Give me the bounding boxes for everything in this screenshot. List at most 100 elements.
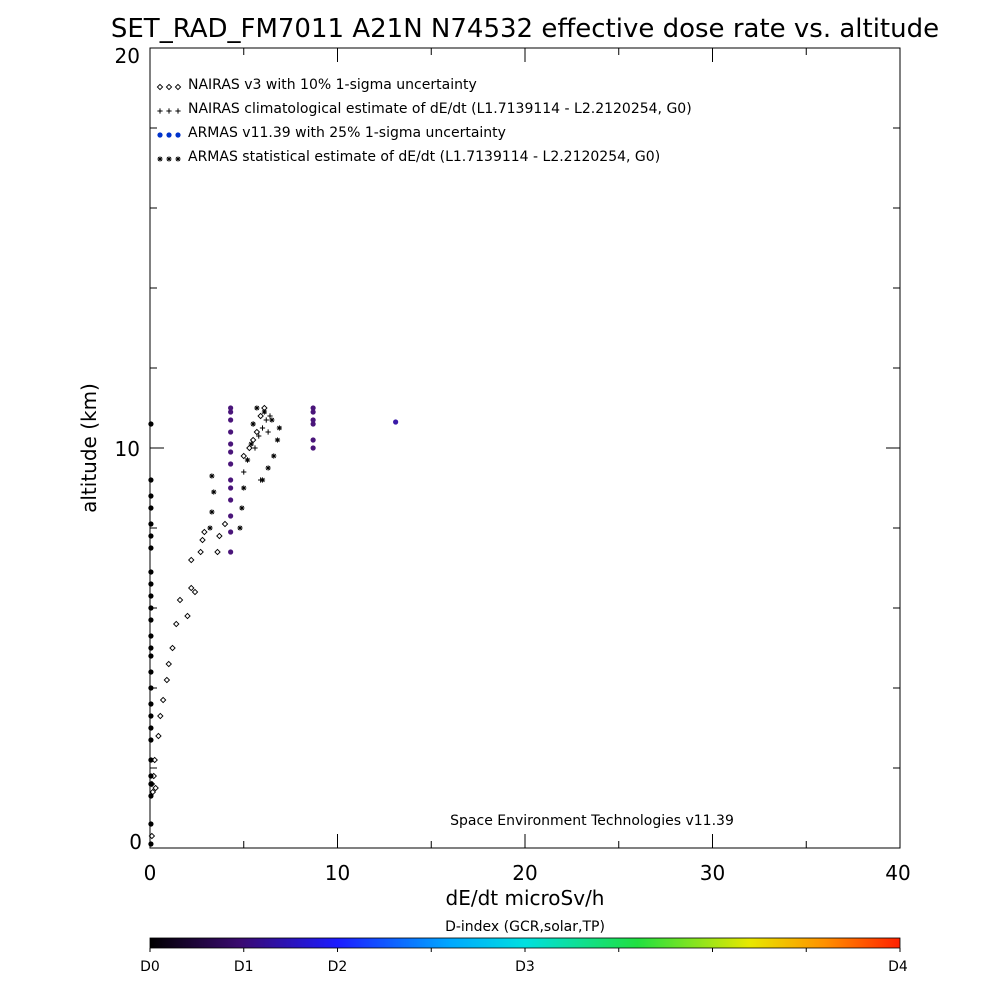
data-point	[261, 409, 267, 415]
data-point	[159, 696, 167, 704]
data-point	[152, 784, 159, 792]
x-axis-label: dE/dt microSv/h	[446, 886, 605, 910]
data-point	[228, 477, 234, 483]
legend-marker	[156, 83, 164, 91]
data-point	[155, 732, 162, 740]
data-point	[237, 525, 243, 531]
legend-label-nairas-climatological: NAIRAS climatological estimate of dE/dt …	[188, 101, 692, 117]
data-point	[148, 521, 154, 527]
data-point	[248, 441, 254, 447]
data-point	[310, 405, 316, 411]
data-point	[148, 737, 154, 743]
data-point	[148, 605, 154, 611]
data-point	[176, 596, 184, 604]
data-point	[239, 505, 245, 511]
legend-marker	[175, 156, 181, 162]
data-point	[228, 549, 234, 555]
data-point	[228, 417, 234, 423]
data-point	[271, 453, 277, 459]
data-point	[265, 465, 271, 471]
data-point	[173, 620, 180, 628]
legend-marker	[166, 156, 172, 162]
data-point	[244, 457, 251, 463]
colorbar-label-d1: D1	[234, 959, 254, 975]
data-point	[188, 556, 195, 564]
data-point	[310, 417, 316, 423]
data-point	[148, 505, 154, 511]
legend: NAIRAS v3 with 10% 1-sigma uncertainty N…	[156, 77, 692, 165]
data-point	[148, 545, 154, 551]
colorbar	[149, 937, 901, 949]
data-point	[207, 525, 213, 531]
data-point	[148, 421, 154, 427]
data-point	[209, 473, 215, 479]
legend-label-armas-statistical: ARMAS statistical estimate of dE/dt (L1.…	[188, 149, 660, 165]
data-point	[148, 725, 154, 731]
data-point	[228, 529, 234, 535]
data-point	[252, 445, 258, 451]
data-point	[148, 701, 154, 707]
data-point	[191, 588, 199, 596]
data-point	[201, 528, 208, 536]
colorbar-label-d3: D3	[515, 959, 535, 975]
data-point	[253, 428, 261, 436]
data-point	[148, 821, 154, 827]
data-point	[165, 660, 172, 668]
legend-marker	[166, 108, 172, 114]
credit-annotation: Space Environment Technologies v11.39	[450, 813, 734, 829]
data-point	[310, 445, 316, 451]
data-point	[148, 533, 154, 539]
data-point	[148, 645, 154, 651]
data-point	[228, 461, 234, 467]
legend-label-armas-v11: ARMAS v11.39 with 25% 1-sigma uncertaint…	[188, 125, 506, 141]
data-point	[228, 513, 234, 519]
data-point	[228, 497, 234, 503]
data-point	[188, 584, 195, 592]
data-point	[274, 437, 281, 443]
data-point	[163, 676, 171, 684]
data-point	[240, 452, 247, 460]
data-point	[259, 477, 266, 483]
data-point	[148, 633, 154, 639]
data-point	[228, 449, 234, 455]
colorbar-label-d4: D4	[888, 959, 908, 975]
legend-marker	[157, 156, 163, 162]
data-point	[148, 773, 154, 779]
data-point	[148, 757, 154, 763]
data-point	[148, 685, 154, 691]
data-point	[265, 429, 271, 435]
data-point	[148, 493, 154, 499]
data-point	[148, 713, 154, 719]
data-point	[256, 433, 262, 439]
data-point	[148, 793, 154, 799]
data-point	[276, 425, 282, 431]
plot-area-frame	[149, 47, 901, 849]
data-point	[197, 548, 204, 556]
x-tick-label-30: 30	[700, 861, 725, 885]
legend-label-nairas-v3: NAIRAS v3 with 10% 1-sigma uncertainty	[188, 77, 477, 93]
data-markers	[148, 404, 399, 847]
colorbar-label-d0: D0	[140, 959, 160, 975]
legend-marker	[157, 132, 163, 138]
data-point	[241, 469, 247, 475]
y-tick-label-0: 0	[129, 830, 142, 854]
data-point	[148, 581, 154, 587]
y-tick-label-10: 10	[115, 437, 140, 461]
data-point	[228, 429, 234, 435]
data-point	[228, 485, 234, 491]
axis-ticks	[149, 47, 901, 849]
data-point	[263, 417, 269, 423]
data-point	[209, 509, 215, 515]
data-point	[393, 419, 399, 425]
data-point	[157, 712, 164, 720]
data-point	[310, 421, 316, 427]
data-point	[148, 669, 154, 675]
y-tick-label-20: 20	[115, 44, 140, 68]
legend-marker	[175, 108, 181, 114]
data-point	[228, 409, 234, 415]
data-point	[310, 409, 316, 415]
colorbar-label-d2: D2	[328, 959, 348, 975]
data-point	[148, 569, 154, 575]
data-point	[214, 548, 221, 556]
